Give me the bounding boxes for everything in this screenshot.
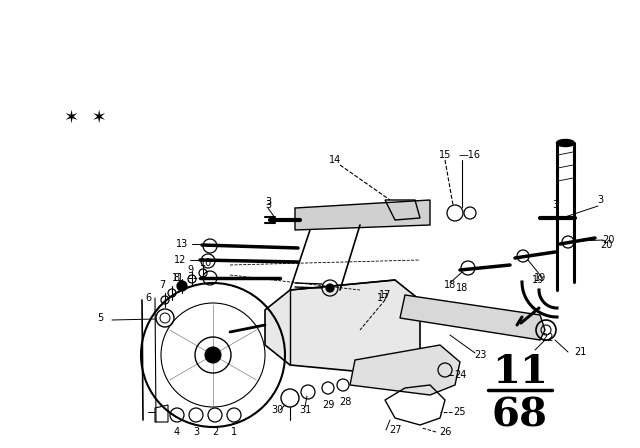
Text: 18: 18 <box>444 280 456 290</box>
Text: 13: 13 <box>176 239 188 249</box>
Text: 30: 30 <box>271 405 283 415</box>
Text: 27: 27 <box>388 425 401 435</box>
Text: 3: 3 <box>265 197 271 207</box>
Text: 8: 8 <box>173 273 179 283</box>
Text: 6: 6 <box>145 293 151 303</box>
Text: 3: 3 <box>597 195 603 205</box>
Text: 28: 28 <box>339 397 351 407</box>
Text: 11: 11 <box>172 273 184 283</box>
Polygon shape <box>265 280 420 375</box>
Text: 3: 3 <box>265 200 271 210</box>
Text: 14: 14 <box>329 155 341 165</box>
Text: 9: 9 <box>187 265 193 275</box>
Text: 20: 20 <box>602 235 614 245</box>
Text: 5: 5 <box>97 313 103 323</box>
Text: 22: 22 <box>541 333 554 343</box>
Text: 7: 7 <box>159 280 165 290</box>
Polygon shape <box>350 345 460 395</box>
Text: 2: 2 <box>212 427 218 437</box>
Text: 20: 20 <box>600 240 612 250</box>
Polygon shape <box>295 200 430 230</box>
Circle shape <box>326 284 334 292</box>
Text: 4: 4 <box>174 427 180 437</box>
Text: 31: 31 <box>299 405 311 415</box>
Circle shape <box>177 281 187 291</box>
Text: 24: 24 <box>454 370 466 380</box>
Text: 17: 17 <box>377 293 389 303</box>
Text: 68: 68 <box>492 396 548 434</box>
Text: 29: 29 <box>322 400 334 410</box>
Text: 21: 21 <box>574 347 586 357</box>
Text: 19: 19 <box>532 275 544 285</box>
Ellipse shape <box>557 139 575 146</box>
Text: 23: 23 <box>474 350 486 360</box>
Text: 18: 18 <box>456 283 468 293</box>
Text: —16: —16 <box>459 150 481 160</box>
Text: 3: 3 <box>552 200 558 210</box>
Text: 17: 17 <box>379 290 391 300</box>
Text: 26: 26 <box>439 427 451 437</box>
Text: 12: 12 <box>174 255 186 265</box>
Text: 19: 19 <box>534 273 546 283</box>
Text: 3: 3 <box>193 427 199 437</box>
Polygon shape <box>400 295 545 340</box>
Text: 11: 11 <box>492 353 548 391</box>
Text: ✶  ✶: ✶ ✶ <box>63 109 106 127</box>
Text: 10: 10 <box>200 258 212 268</box>
Circle shape <box>205 347 221 363</box>
Text: 1: 1 <box>231 427 237 437</box>
Text: 25: 25 <box>454 407 467 417</box>
Text: 15: 15 <box>439 150 451 160</box>
